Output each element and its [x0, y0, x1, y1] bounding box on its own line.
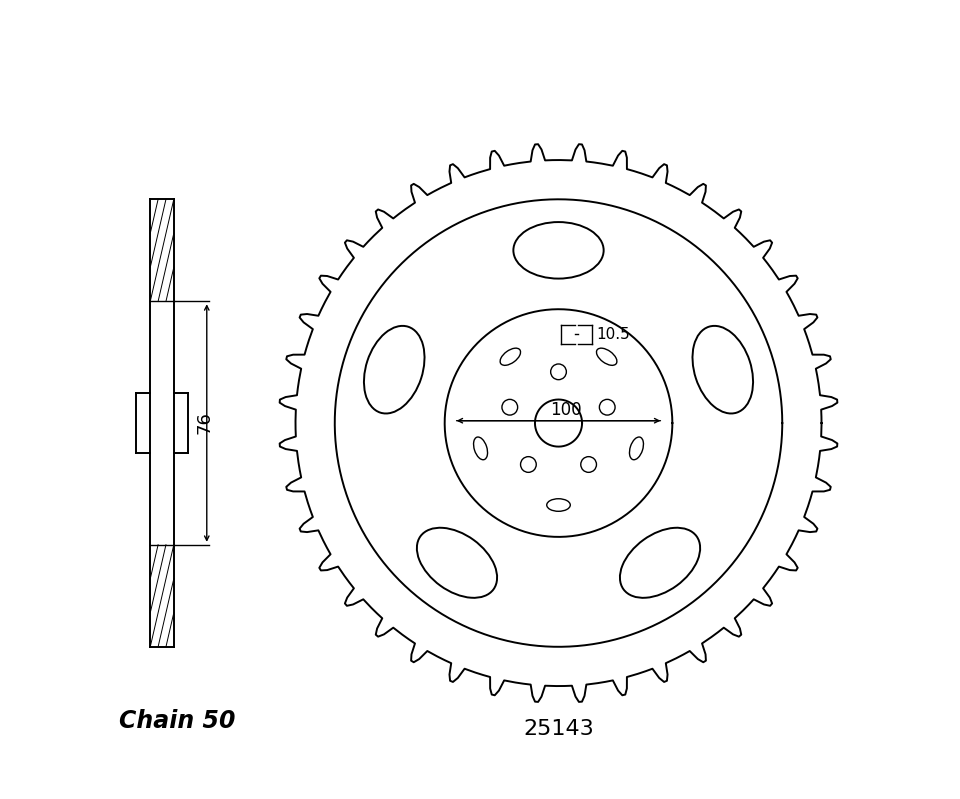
Text: 10.5: 10.5: [597, 327, 631, 342]
Text: 100: 100: [550, 401, 582, 419]
Text: 25143: 25143: [523, 719, 594, 739]
Text: 76: 76: [196, 411, 213, 435]
Text: Chain 50: Chain 50: [119, 710, 235, 733]
